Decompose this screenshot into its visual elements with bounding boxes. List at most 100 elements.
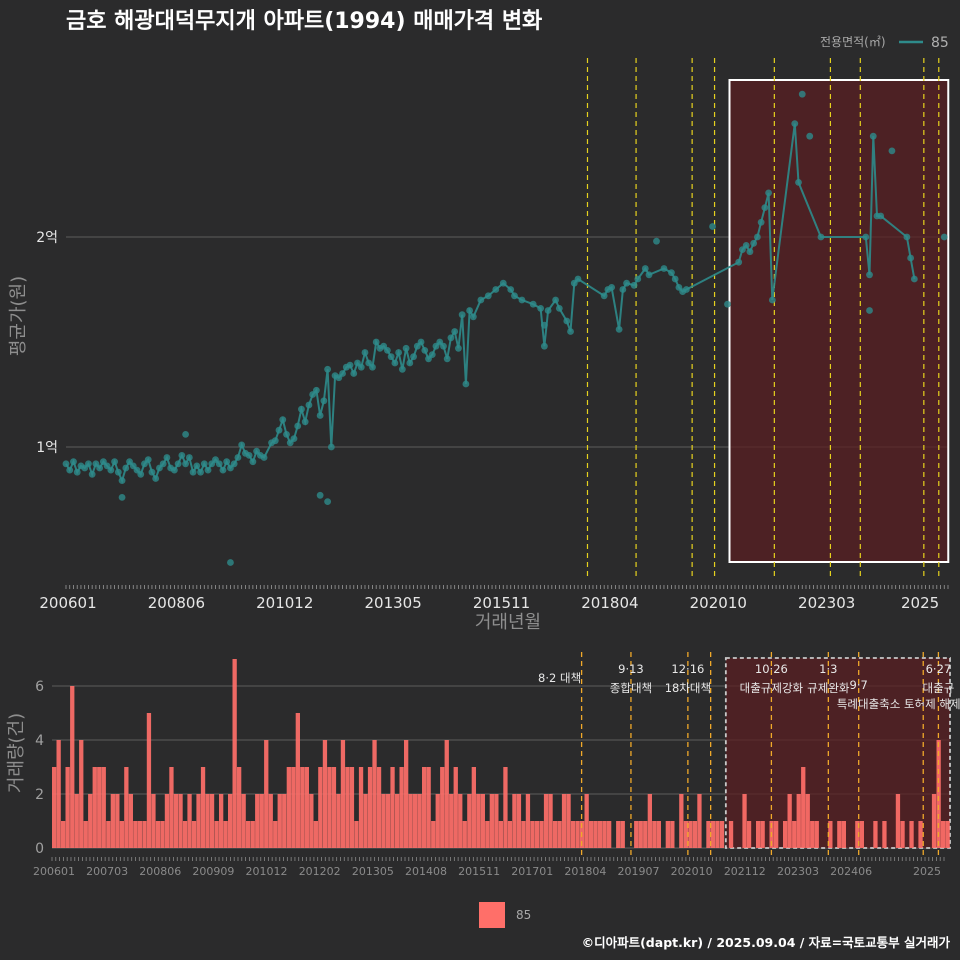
- price-point: [484, 292, 492, 300]
- price-point: [877, 212, 885, 220]
- volume-bar: [273, 821, 278, 848]
- price-point: [249, 458, 257, 466]
- policy-annotation-desc: 9·7: [850, 678, 868, 692]
- volume-bar: [548, 794, 553, 848]
- volume-bar: [52, 767, 57, 848]
- volume-bar: [313, 821, 318, 848]
- price-point: [178, 452, 186, 459]
- volume-bar: [525, 794, 531, 848]
- volume-bar: [670, 821, 675, 848]
- price-point: [114, 468, 122, 476]
- volume-bar: [124, 767, 129, 848]
- volume-bar: [467, 794, 472, 848]
- volume-bar: [570, 821, 576, 848]
- volume-bar: [449, 794, 454, 848]
- price-point: [298, 405, 305, 413]
- price-y-axis-title: 평균가(원): [8, 276, 29, 356]
- volume-bar: [620, 821, 625, 848]
- highlight-period-box: [728, 79, 950, 563]
- volume-bar: [643, 821, 648, 848]
- price-point: [742, 242, 750, 249]
- price-point: [387, 353, 395, 361]
- volume-bar: [530, 821, 535, 848]
- price-point: [122, 464, 130, 472]
- volume-bar: [142, 821, 147, 848]
- volume-bar: [219, 794, 224, 848]
- price-point: [768, 296, 776, 304]
- volume-bar: [264, 740, 269, 848]
- volume-bar: [783, 821, 788, 848]
- price-point: [290, 435, 298, 442]
- volume-bar: [521, 821, 526, 848]
- price-point: [200, 460, 208, 468]
- volume-bar: [792, 821, 797, 848]
- price-point: [346, 361, 354, 369]
- volume-bar: [268, 794, 273, 848]
- volume-bar: [489, 794, 494, 848]
- volume-bar: [408, 794, 413, 848]
- volume-bar: [277, 794, 282, 848]
- volume-bar: [665, 821, 670, 848]
- policy-annotation-desc: 대출규: [923, 681, 955, 695]
- price-point: [630, 281, 638, 289]
- volume-bar: [715, 821, 720, 848]
- price-point: [357, 363, 365, 371]
- price-point: [305, 401, 313, 409]
- price-point: [350, 370, 358, 377]
- volume-y-tick-label: 6: [35, 679, 44, 695]
- volume-bar: [774, 821, 779, 848]
- price-outlier-point: [806, 132, 814, 140]
- policy-annotation-date: 6·27: [926, 662, 952, 676]
- volume-x-tick-label: 200806: [139, 865, 181, 878]
- volume-bar: [304, 767, 309, 848]
- price-point: [170, 466, 178, 474]
- volume-bar: [607, 821, 612, 848]
- price-point: [455, 344, 462, 352]
- volume-bar: [855, 821, 860, 848]
- volume-bar: [349, 767, 355, 848]
- price-point: [791, 120, 799, 127]
- volume-bar: [83, 821, 88, 848]
- volume-x-tick-label: 201804: [564, 865, 606, 878]
- volume-bar: [697, 794, 702, 848]
- price-point: [62, 460, 70, 468]
- price-x-tick-label: 201804: [581, 594, 638, 612]
- volume-bar: [318, 767, 323, 848]
- volume-bar: [494, 794, 499, 848]
- policy-annotation-date: 12·16: [671, 662, 704, 676]
- price-point: [301, 418, 309, 426]
- volume-bar: [900, 821, 905, 848]
- price-point: [66, 466, 74, 474]
- price-point: [910, 275, 918, 283]
- volume-y-tick-label: 2: [35, 787, 44, 803]
- price-point: [746, 248, 754, 256]
- policy-annotation-desc: 종합대책: [610, 681, 652, 695]
- volume-x-tick-label: 201701: [511, 865, 553, 878]
- volume-bar: [941, 821, 946, 848]
- volume-x-tick-label: 201202: [299, 865, 341, 878]
- price-point: [537, 305, 545, 312]
- volume-bar: [322, 740, 328, 848]
- volume-bar: [458, 794, 463, 848]
- price-y-tick-label: 2억: [36, 230, 58, 246]
- volume-bar: [742, 794, 747, 848]
- price-point: [294, 422, 302, 430]
- price-point: [421, 347, 429, 354]
- policy-annotation-desc: 대출규제강화: [740, 681, 804, 695]
- volume-bar: [399, 767, 404, 848]
- price-point: [451, 328, 459, 335]
- volume-bar: [440, 767, 445, 848]
- volume-bar: [728, 821, 734, 848]
- price-point: [817, 233, 825, 241]
- price-point: [283, 431, 290, 438]
- price-outlier-point: [866, 307, 873, 314]
- volume-bar: [363, 794, 368, 848]
- volume-bar: [471, 767, 476, 848]
- price-point: [144, 456, 152, 463]
- volume-bar: [710, 821, 716, 848]
- volume-bar: [503, 767, 508, 848]
- price-outlier-point: [798, 90, 806, 98]
- volume-bar: [692, 821, 698, 848]
- volume-bar: [557, 821, 562, 848]
- policy-annotation-desc: 규제완화: [807, 681, 850, 695]
